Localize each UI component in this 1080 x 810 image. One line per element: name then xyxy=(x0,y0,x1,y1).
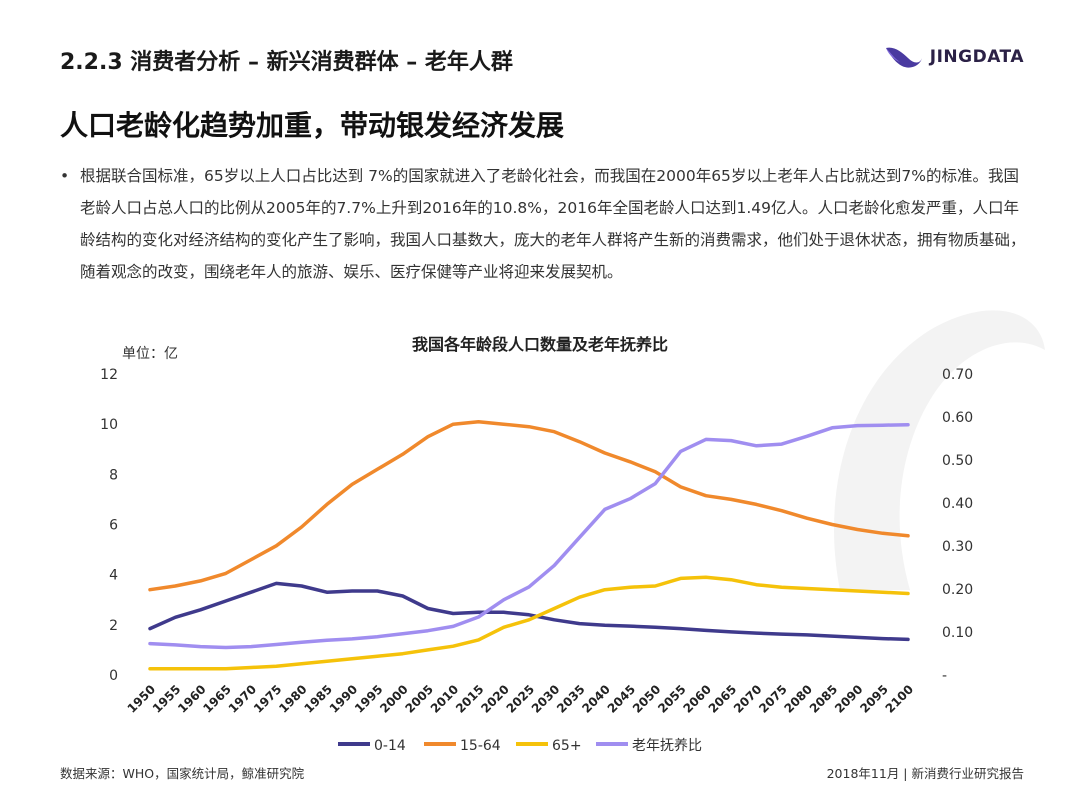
y-left-tick-label: 2 xyxy=(109,618,118,634)
y-right-tick-label: 0.60 xyxy=(942,410,973,426)
legend-label: 15-64 xyxy=(460,738,501,754)
y-left-tick-label: 0 xyxy=(109,668,118,684)
x-tick-label: 2070 xyxy=(731,682,765,716)
footer-report: 2018年11月 | 新消费行业研究报告 xyxy=(826,766,1024,781)
x-tick-label: 2100 xyxy=(883,682,917,716)
y-left-tick-label: 12 xyxy=(100,367,118,383)
x-tick-label: 2075 xyxy=(756,682,790,716)
x-tick-label: 1955 xyxy=(150,682,184,716)
y-left-tick-label: 4 xyxy=(109,568,118,584)
x-tick-label: 2035 xyxy=(554,682,588,716)
legend-label: 老年抚养比 xyxy=(632,738,702,754)
x-tick-label: 1965 xyxy=(200,682,234,716)
bullet-marker: • xyxy=(60,167,70,185)
x-tick-label: 1970 xyxy=(226,682,260,716)
x-tick-label: 1960 xyxy=(175,682,209,716)
series-line-老年抚养比 xyxy=(148,422,910,650)
x-tick-label: 2080 xyxy=(782,682,816,716)
unit-label: 单位：亿 xyxy=(122,346,178,362)
x-tick-label: 2000 xyxy=(377,682,411,716)
y-left-tick-label: 10 xyxy=(100,417,118,433)
y-right-tick-label: 0.30 xyxy=(942,539,973,555)
x-tick-label: 2030 xyxy=(529,682,563,716)
footer-source: 数据来源：WHO，国家统计局，鲸准研究院 xyxy=(60,766,305,781)
x-tick-label: 1995 xyxy=(352,682,386,716)
x-tick-label: 1975 xyxy=(251,682,285,716)
bullet-paragraph: • 根据联合国标准，65岁以上人口占比达到 7%的国家就进入了老龄化社会，而我国… xyxy=(60,160,1030,288)
legend-label: 0-14 xyxy=(374,738,406,754)
logo-text: JINGDATA xyxy=(929,47,1024,67)
x-tick-label: 2055 xyxy=(655,682,689,716)
x-tick-label: 1980 xyxy=(276,682,310,716)
x-tick-label: 2020 xyxy=(478,682,512,716)
whale-logo-icon xyxy=(885,47,922,68)
y-right-tick-label: - xyxy=(942,668,947,684)
y-left-tick-label: 8 xyxy=(109,467,118,483)
section-title: 2.2.3 消费者分析 – 新兴消费群体 – 老年人群 xyxy=(60,50,513,75)
x-tick-label: 2040 xyxy=(579,682,613,716)
x-tick-label: 1990 xyxy=(327,682,361,716)
x-tick-label: 1985 xyxy=(301,682,335,716)
y-right-tick-label: 0.50 xyxy=(942,453,973,469)
chart-title: 我国各年龄段人口数量及老年抚养比 xyxy=(412,335,668,354)
x-tick-label: 2015 xyxy=(453,682,487,716)
x-tick-label: 2085 xyxy=(807,682,841,716)
x-tick-label: 2010 xyxy=(428,682,462,716)
x-tick-label: 2005 xyxy=(403,682,437,716)
x-tick-label: 2090 xyxy=(832,682,866,716)
y-right-tick-label: 0.20 xyxy=(942,582,973,598)
x-tick-label: 2095 xyxy=(857,682,891,716)
legend-label: 65+ xyxy=(552,738,582,754)
whale-watermark-icon xyxy=(834,310,1045,590)
bullet-text: 根据联合国标准，65岁以上人口占比达到 7%的国家就进入了老龄化社会，而我国在2… xyxy=(80,167,1026,281)
y-left-tick-label: 6 xyxy=(109,518,118,534)
x-tick-label: 2060 xyxy=(680,682,714,716)
x-tick-label: 2065 xyxy=(706,682,740,716)
series-line-0-14 xyxy=(148,581,910,642)
y-right-tick-label: 0.70 xyxy=(942,367,973,383)
y-right-tick-label: 0.40 xyxy=(942,496,973,512)
x-tick-label: 1950 xyxy=(125,682,159,716)
x-tick-label: 2045 xyxy=(605,682,639,716)
series-line-15-64 xyxy=(148,419,910,592)
jingdata-logo: JINGDATA xyxy=(884,44,1024,70)
page-headline: 人口老龄化趋势加重，带动银发经济发展 xyxy=(60,109,565,142)
x-tick-label: 2050 xyxy=(630,682,664,716)
x-tick-label: 2025 xyxy=(504,682,538,716)
y-right-tick-label: 0.10 xyxy=(942,625,973,641)
series-line-65+ xyxy=(148,575,910,671)
